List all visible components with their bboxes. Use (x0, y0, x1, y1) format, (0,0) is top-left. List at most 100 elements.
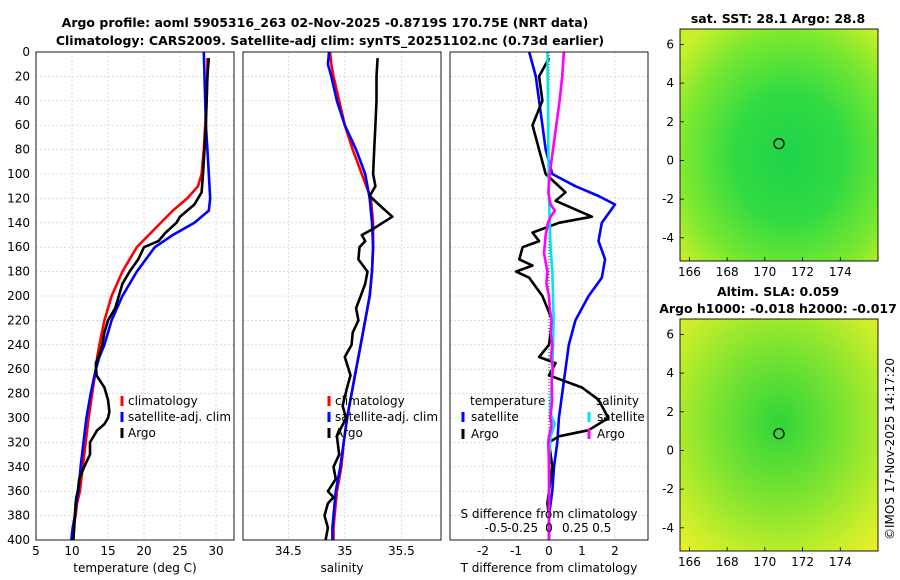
depth-tick-label: 60 (15, 118, 30, 132)
map-x-tick-label: 172 (791, 265, 814, 279)
sla-map-title: Altim. SLA: 0.059 (717, 284, 839, 299)
map-x-tick-label: 174 (829, 265, 852, 279)
depth-tick-label: 260 (7, 362, 30, 376)
legend-label: Argo (128, 426, 156, 440)
difference-panel: -2 -1 0 1 2 T difference from climatology temp… (449, 51, 649, 575)
map-y-tick-label: 2 (666, 115, 674, 129)
salinity-diff-tick-label: -0.25 (507, 521, 538, 535)
legend-label: satellite-adj. clim (335, 410, 438, 424)
legend-title-salinity: salinity (596, 394, 639, 408)
map-x-tick-label: 166 (678, 265, 701, 279)
depth-tick-label: 180 (7, 265, 30, 279)
sla-map-subtitle: Argo h1000: -0.018 h2000: -0.017 (659, 301, 897, 316)
depth-tick-label: 200 (7, 289, 30, 303)
main-title: Argo profile: aoml 5905316_263 02-Nov-20… (62, 15, 589, 31)
map-x-tick-label: 168 (716, 555, 739, 569)
series-line-t-argo (514, 57, 610, 540)
depth-tick-label: 220 (7, 313, 30, 327)
map-y-tick-label: 4 (666, 366, 674, 380)
x-axis-label: temperature (deg C) (73, 561, 196, 575)
map-x-tick-label: 168 (716, 265, 739, 279)
map-y-tick-label: -4 (662, 521, 674, 535)
map-x-tick-label: 174 (829, 555, 852, 569)
legend-label: satellite (471, 410, 519, 424)
salinity-diff-tick-label: -0.5 (484, 521, 507, 535)
legend-label: climatology (128, 394, 198, 408)
map-y-tick-label: 0 (666, 153, 674, 167)
depth-tick-label: 140 (7, 216, 30, 230)
salinity-diff-tick-label: 0.25 (562, 521, 589, 535)
depth-tick-label: 280 (7, 387, 30, 401)
depth-tick-label: 360 (7, 484, 30, 498)
salinity-panel: 34.5 35 35.5 salinity climatology satellite-a… (242, 51, 442, 575)
depth-tick-label: 400 (7, 533, 30, 547)
legend-label: Argo (335, 426, 363, 440)
map-x-tick-label: 170 (753, 265, 776, 279)
x-tick-label: -1 (510, 544, 522, 558)
depth-tick-label: 320 (7, 435, 30, 449)
salinity-diff-tick-label: 0.5 (592, 521, 611, 535)
map-y-tick-label: 6 (666, 327, 674, 341)
depth-tick-label: 340 (7, 460, 30, 474)
legend-label: satellite (597, 410, 645, 424)
depth-tick-label: 40 (15, 94, 30, 108)
depth-tick-label: 120 (7, 191, 30, 205)
map-y-tick-label: -2 (662, 482, 674, 496)
depth-tick-label: 0 (22, 45, 30, 59)
sla-map-field (680, 319, 878, 551)
x-axis-label: salinity (320, 561, 363, 575)
map-y-tick-label: 0 (666, 443, 674, 457)
map-x-tick-label: 166 (678, 555, 701, 569)
series-line-climatology (70, 58, 209, 541)
salinity-diff-tick-label: 0 (545, 521, 553, 535)
credit-text: ©IMOS 17-Nov-2025 14:17:20 (883, 358, 897, 540)
depth-tick-label: 20 (15, 69, 30, 83)
sst-map-title: sat. SST: 28.1 Argo: 28.8 (691, 11, 865, 26)
map-y-tick-label: 2 (666, 405, 674, 419)
legend-title-temperature: temperature (470, 394, 545, 408)
depth-tick-label: 160 (7, 240, 30, 254)
climatology-title: Climatology: CARS2009. Satellite-adj cli… (56, 33, 604, 49)
plot-frame (242, 51, 442, 541)
depth-tick-label: 300 (7, 411, 30, 425)
x-tick-label: 20 (136, 544, 151, 558)
series-line-t-satellite (527, 51, 617, 540)
x-tick-label: 34.5 (275, 544, 302, 558)
x-tick-label: 5 (32, 544, 40, 558)
legend-label: satellite-adj. clim (128, 410, 231, 424)
map-frame (679, 318, 879, 552)
map-frame (679, 28, 879, 262)
plot-frame (449, 51, 649, 541)
x-tick-label: 35.5 (388, 544, 415, 558)
x-tick-label: 2 (611, 544, 619, 558)
salinity-diff-axis-label: S difference from climatology (461, 507, 638, 521)
series-line-s-argo (542, 51, 566, 540)
series-line-satellite-adj-clim (326, 51, 375, 540)
sst-map: 166 168 170 172 174 -4 -2 0 2 4 6 (662, 28, 879, 279)
sst-map-field (680, 29, 878, 261)
plot-frame (35, 51, 235, 541)
depth-tick-label: 100 (7, 167, 30, 181)
depth-tick-label: 80 (15, 143, 30, 157)
map-y-tick-label: 6 (666, 37, 674, 51)
x-tick-label: 15 (100, 544, 115, 558)
map-y-tick-label: -2 (662, 192, 674, 206)
map-x-tick-label: 172 (791, 555, 814, 569)
map-y-tick-label: 4 (666, 76, 674, 90)
map-y-tick-label: -4 (662, 231, 674, 245)
depth-tick-label: 380 (7, 509, 30, 523)
depth-tick-label: 240 (7, 338, 30, 352)
legend-label: Argo (597, 427, 625, 441)
series-line-argo (72, 58, 211, 541)
x-tick-label: 30 (208, 544, 223, 558)
x-tick-label: 35 (337, 544, 352, 558)
temperature-panel: 5 10 15 20 25 30 temperature (deg C) climatolog… (7, 45, 235, 575)
x-axis-label: T difference from climatology (460, 561, 638, 575)
argo-float-marker (773, 427, 785, 440)
x-tick-label: -2 (477, 544, 489, 558)
x-tick-label: 0 (545, 544, 553, 558)
argo-float-marker (773, 137, 785, 150)
legend-label: climatology (335, 394, 405, 408)
x-tick-label: 25 (172, 544, 187, 558)
